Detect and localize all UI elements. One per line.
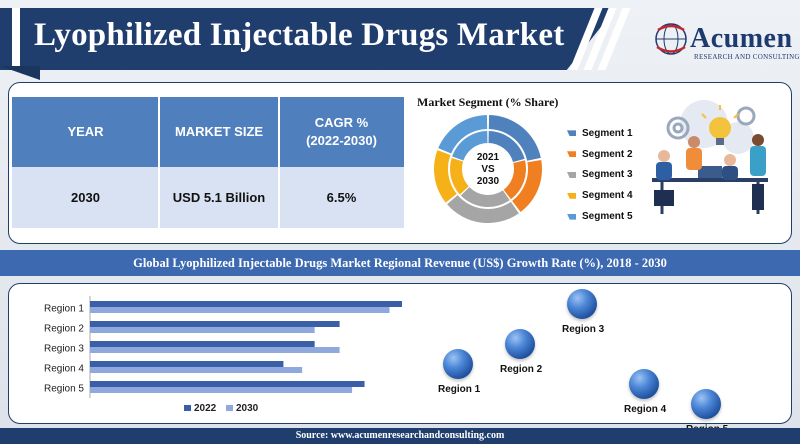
donut-year-2021: 2021 — [476, 152, 500, 163]
legend-label: Segment 4 — [582, 190, 633, 202]
regional-bar-chart: Region 1 Region 2 Region 3 Region 4 Region 5… — [44, 296, 402, 414]
donut-slice-2030-segment-5 — [452, 131, 488, 161]
legend-label-2030: 2030 — [236, 403, 259, 414]
gear-icon — [666, 106, 756, 140]
legend-item-segment-3: Segment 3 — [567, 165, 633, 186]
bar-2030-region-4 — [90, 367, 303, 373]
legend-swatch-2022 — [184, 405, 191, 411]
donut-slice-2021-segment-2 — [512, 159, 542, 213]
header-cagr-period: (2022-2030) — [306, 133, 377, 148]
legend-label: Segment 2 — [582, 148, 633, 160]
donut-vs: VS — [481, 164, 495, 175]
source-note: Source: www.acumenresearchandconsulting.… — [295, 430, 505, 441]
header-market-size: MARKET SIZE — [174, 124, 264, 139]
acumen-logo: Acumen RESEARCH AND CONSULTING — [650, 20, 800, 62]
column-divider — [278, 97, 280, 228]
bubble-label: Region 2 — [500, 364, 543, 375]
donut-slice-2021-segment-3 — [447, 195, 519, 223]
logo-subtitle: RESEARCH AND CONSULTING — [694, 53, 800, 61]
bubble-region-1 — [443, 349, 473, 379]
logo-name: Acumen — [690, 23, 793, 54]
legend-item-segment-2: Segment 2 — [567, 144, 633, 165]
donut-slice-2021-segment-5 — [438, 115, 488, 154]
person-figure — [686, 136, 702, 170]
person-figure — [654, 150, 674, 206]
team-illustration — [652, 100, 768, 214]
donut-slice-2030-segment-4 — [450, 157, 469, 195]
footer-bar — [0, 428, 800, 444]
bubble-label: Region 4 — [624, 404, 667, 415]
legend-label: Segment 1 — [582, 127, 633, 139]
bar-2030-region-1 — [90, 307, 390, 313]
value-market-size: USD 5.1 Billion — [172, 190, 266, 205]
column-divider — [158, 97, 160, 228]
category-label: Region 3 — [44, 344, 84, 355]
stats-header-row — [12, 97, 404, 167]
legend-swatch — [567, 151, 576, 158]
value-year: 2030 — [71, 190, 100, 205]
person-figure — [750, 134, 766, 210]
globe-logo-icon — [655, 23, 687, 55]
bar-2022-region-3 — [90, 341, 315, 347]
donut-hole — [463, 144, 513, 194]
legend-swatch — [567, 192, 576, 199]
bar-2022-region-4 — [90, 361, 284, 367]
bar-2030-region-3 — [90, 347, 340, 353]
header-year: YEAR — [67, 124, 104, 139]
bubble-region-2 — [505, 329, 535, 359]
bar-2022-region-2 — [90, 321, 340, 327]
bubble-region-4 — [629, 369, 659, 399]
bar-2022-region-1 — [90, 301, 402, 307]
donut-slice-2021-segment-1 — [488, 115, 541, 161]
bubble-label: Region 3 — [562, 324, 605, 335]
market-stats-table: YEAR MARKET SIZE CAGR % (2022-2030) 2030… — [12, 97, 404, 228]
legend-swatch — [567, 171, 576, 178]
value-cagr: 6.5% — [326, 190, 357, 205]
bar-2022-region-5 — [90, 381, 365, 387]
legend-item-segment-4: Segment 4 — [567, 185, 633, 206]
donut-slice-2030-segment-2 — [503, 160, 526, 200]
donut-slice-2021-segment-4 — [434, 150, 457, 203]
lightbulb-icon — [701, 105, 739, 145]
header-cagr-label: CAGR % — [314, 115, 369, 130]
title-banner — [0, 8, 616, 70]
category-label: Region 2 — [44, 324, 84, 335]
legend-swatch — [567, 130, 576, 137]
bar-2030-region-5 — [90, 387, 353, 393]
growth-chart-title: Global Lyophilized Injectable Drugs Mark… — [133, 256, 667, 270]
legend-label: Segment 3 — [582, 169, 633, 181]
bubble-label: Region 1 — [438, 384, 481, 395]
donut-year-2030: 2030 — [476, 176, 500, 187]
category-label: Region 1 — [44, 304, 84, 315]
legend-swatch — [567, 213, 576, 220]
legend-swatch-2030 — [226, 405, 233, 411]
section-band — [0, 250, 800, 276]
bubble-region-3 — [567, 289, 597, 319]
bubble-region-5 — [691, 389, 721, 419]
category-label: Region 4 — [44, 364, 84, 375]
segment-donut-chart — [434, 115, 542, 223]
stats-data-row — [12, 167, 404, 228]
page-title: Lyophilized Injectable Drugs Market — [34, 17, 565, 53]
header-cagr: CAGR % (2022-2030) — [279, 97, 404, 167]
legend-item-segment-1: Segment 1 — [567, 123, 633, 144]
legend-label: Segment 5 — [582, 211, 633, 223]
category-label: Region 5 — [44, 384, 84, 395]
segment-legend: Segment 1 Segment 2 Segment 3 Segment 4 Segm… — [567, 123, 633, 227]
donut-slice-2030-segment-3 — [460, 187, 510, 207]
donut-center-label: 2021 VS 2030 — [462, 152, 514, 188]
legend-item-segment-5: Segment 5 — [567, 206, 633, 227]
segment-chart-title: Market Segment (% Share) — [417, 95, 559, 109]
bar-2030-region-2 — [90, 327, 315, 333]
person-figure — [722, 154, 738, 180]
donut-slice-2030-segment-1 — [488, 131, 525, 163]
legend-label-2022: 2022 — [194, 403, 217, 414]
